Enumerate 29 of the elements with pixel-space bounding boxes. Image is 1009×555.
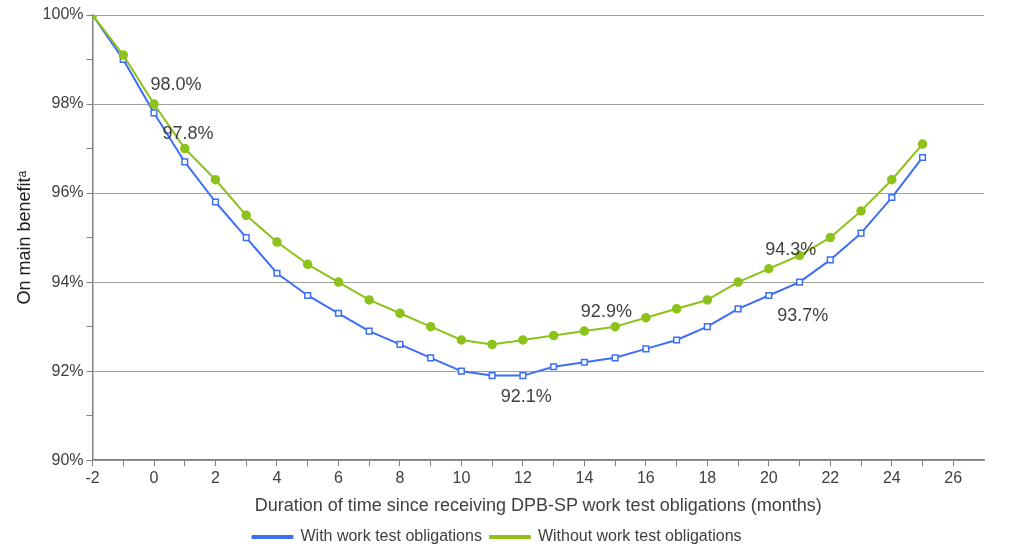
x-tick-label: -2 <box>85 469 100 487</box>
x-tick-label: 6 <box>333 469 343 487</box>
x-tick-label: 26 <box>944 469 963 487</box>
y-tick-label: 100% <box>42 5 84 23</box>
x-tick-label: 8 <box>395 469 405 487</box>
x-tick-label: 18 <box>698 469 717 487</box>
x-tick-label: 4 <box>272 469 282 487</box>
annotation: 98.0% <box>150 74 202 95</box>
y-tick-label: 90% <box>51 450 84 468</box>
x-tick-label: 2 <box>211 469 221 487</box>
y-tick-label: 96% <box>51 183 84 201</box>
legend-label: With work test obligations <box>300 527 482 545</box>
x-tick-label: 12 <box>513 469 532 487</box>
y-tick-label: 92% <box>51 361 84 379</box>
x-axis-title: Duration of time since receiving DPB-SP work test obligations (months) <box>254 495 822 516</box>
x-tick-label: 22 <box>821 469 840 487</box>
annotation: 93.7% <box>777 305 829 326</box>
x-tick-label: 20 <box>759 469 778 487</box>
y-tick-label: 98% <box>51 94 84 112</box>
y-tick-label: 94% <box>51 272 84 290</box>
y-axis-title: On main benefitᵃ <box>13 170 34 305</box>
x-tick-label: 10 <box>452 469 471 487</box>
x-tick-label: 16 <box>636 469 655 487</box>
x-tick-label: 24 <box>882 469 901 487</box>
x-tick-label: 0 <box>149 469 159 487</box>
annotation: 92.1% <box>500 385 552 406</box>
x-tick-label: 14 <box>575 469 594 487</box>
legend-label: Without work test obligations <box>537 527 742 545</box>
annotation: 92.9% <box>580 301 632 322</box>
